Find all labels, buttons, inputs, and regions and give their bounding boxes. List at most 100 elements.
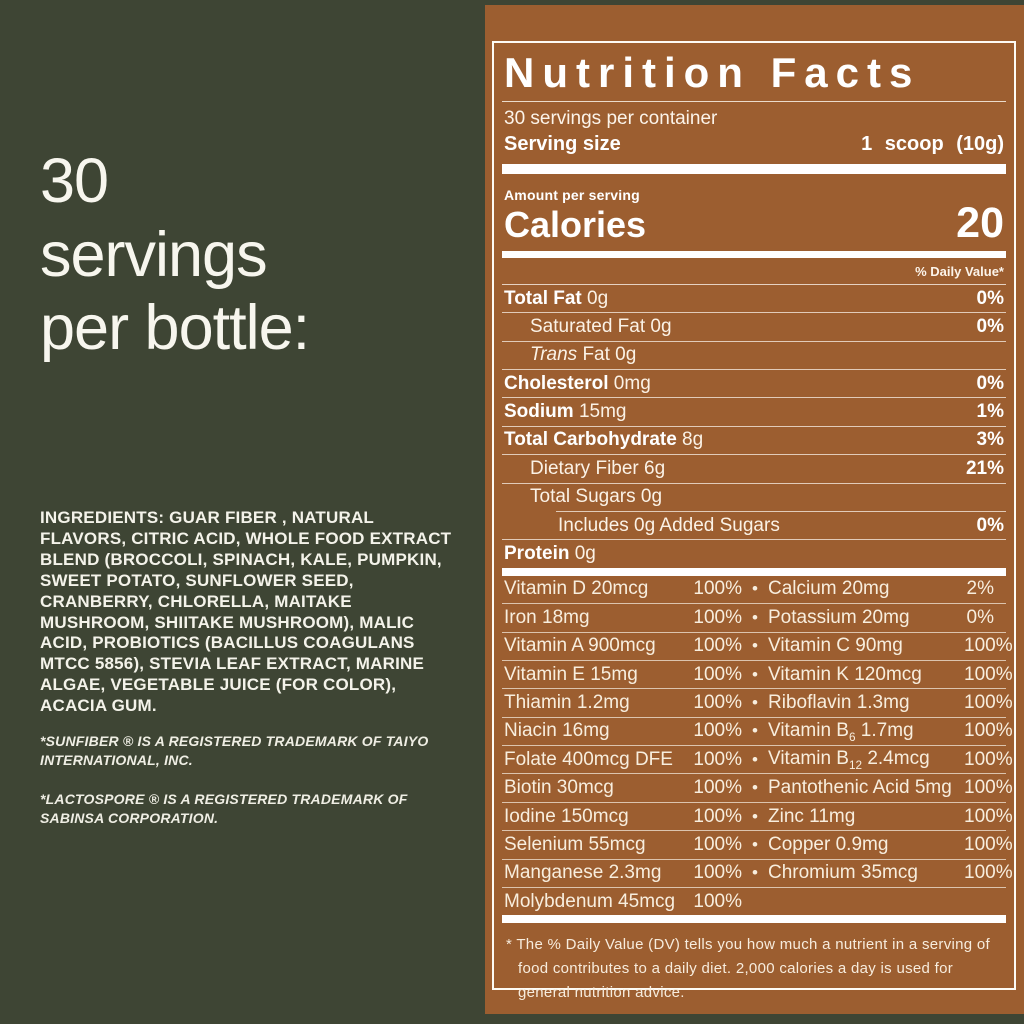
micronutrient-dv-left: 100% <box>693 805 742 827</box>
nutrient-daily-value: 0% <box>976 287 1004 309</box>
nutrient-daily-value: 0% <box>976 514 1004 536</box>
micronutrient-name-right: Copper 0.9mg <box>768 833 889 855</box>
micronutrient-dv-left: 100% <box>693 720 742 742</box>
nutrition-facts-label: Nutrition Facts 30 servings per containe… <box>492 41 1016 1001</box>
micronutrient-row: Selenium 55mcg 100% • Copper 0.9mg 100% <box>502 831 1013 860</box>
micronutrient-name-left: Niacin 16mg <box>504 720 610 742</box>
bullet-separator: • <box>752 834 758 854</box>
nutrient-rows-section: Total Fat 0g 0% Saturated Fat 0g 0% Trans Fa… <box>502 285 1006 568</box>
micronutrient-row: Thiamin 1.2mg 100% • Riboflavin 1.3mg 100% <box>502 689 1013 718</box>
micronutrient-dv-left: 100% <box>693 748 742 770</box>
divider-bar-medium <box>502 250 1006 258</box>
micronutrient-name-left: Iron 18mg <box>504 606 590 628</box>
calories-row: Calories 20 <box>502 202 1006 251</box>
daily-value-footnote: * The % Daily Value (DV) tells you how m… <box>506 936 990 1002</box>
divider-bar-thick <box>502 164 1006 174</box>
micronutrient-dv-right: 100% <box>964 663 1013 685</box>
micronutrient-dv-right: 100% <box>964 833 1013 855</box>
nutrient-row: Saturated Fat 0g 0% <box>502 313 1006 342</box>
micronutrient-dv-right: 100% <box>964 805 1013 827</box>
servings-per-bottle-heading: 30 servings per bottle: <box>40 145 310 366</box>
micronutrient-dv-left: 100% <box>693 578 742 600</box>
amount-per-serving-label: Amount per serving <box>504 187 640 203</box>
divider-bar-section <box>502 567 1006 576</box>
nutrient-row: Dietary Fiber 6g 21% <box>502 455 1006 484</box>
bullet-separator: • <box>752 579 758 599</box>
nutrient-row: Includes 0g Added Sugars 0% <box>502 512 1006 541</box>
nutrition-panel: Nutrition Facts 30 servings per containe… <box>485 5 1024 1014</box>
bullet-separator: • <box>752 636 758 656</box>
micronutrient-name-right: Riboflavin 1.3mg <box>768 692 910 713</box>
micronutrient-row: Iodine 150mcg 100% • Zinc 11mg 100% <box>502 803 1013 832</box>
bullet-separator: • <box>752 863 758 883</box>
heading-line: 30 <box>40 146 109 216</box>
bullet-separator: • <box>752 607 758 627</box>
micronutrient-dv-left: 100% <box>693 777 742 799</box>
nutrient-name: Trans Fat 0g <box>530 344 637 366</box>
micronutrient-row: Molybdenum 45mcg 100% <box>502 888 1006 915</box>
micronutrient-name-right: Zinc 11mg <box>768 805 856 827</box>
micronutrient-dv-right: 100% <box>964 862 1013 884</box>
micronutrient-dv-right: 100% <box>964 635 1013 657</box>
nutrient-daily-value: 1% <box>976 401 1004 423</box>
trademark-notes: *SUNFIBER ® IS A REGISTERED TRADEMARK OF… <box>40 732 445 847</box>
bullet-separator: • <box>752 664 758 684</box>
micronutrient-row: Iron 18mg 100% • Potassium 20mg 0% <box>502 604 1006 633</box>
micronutrient-row: Vitamin E 15mg 100% • Vitamin K 120mcg 100% <box>502 661 1013 690</box>
micronutrient-dv-left: 100% <box>693 692 742 713</box>
micronutrient-dv-right: 100% <box>964 692 1013 713</box>
nutrient-row: Trans Fat 0g <box>502 342 1006 371</box>
nutrient-row: Protein 0g <box>502 540 1006 567</box>
micronutrient-name-right: Vitamin C 90mg <box>768 635 903 657</box>
nutrient-name: Cholesterol 0mg <box>504 372 651 394</box>
nutrient-daily-value: 21% <box>965 457 1004 479</box>
bullet-separator: • <box>752 721 758 741</box>
nutrient-name: Total Carbohydrate 8g <box>504 429 704 451</box>
micronutrient-dv-right: 100% <box>964 720 1013 742</box>
micronutrient-name-left: Iodine 150mcg <box>504 805 629 827</box>
bullet-separator: • <box>752 749 758 769</box>
serving-size-row: Serving size 1 scoop (10g) <box>502 130 1006 164</box>
heading-line: servings <box>40 219 268 290</box>
ingredients-text: INGREDIENTS: GUAR FIBER , NATURAL FLAVOR… <box>40 508 452 716</box>
micronutrient-rows-section: Vitamin D 20mcg 100% • Calcium 20mg 2% Iron 1… <box>502 576 1013 916</box>
nutrient-row: Total Fat 0g 0% <box>502 285 1006 314</box>
micronutrient-dv-right: 0% <box>966 606 994 628</box>
nutrient-daily-value: 3% <box>976 429 1004 451</box>
micronutrient-name-right: Potassium 20mg <box>768 606 910 628</box>
nutrient-name: Protein 0g <box>504 543 596 565</box>
servings-per-container: 30 servings per container <box>504 108 718 129</box>
micronutrient-name-right: Pantothenic Acid 5mg <box>768 777 952 799</box>
micronutrient-name-left: Vitamin D 20mcg <box>504 578 649 600</box>
micronutrient-name-right: Vitamin K 120mcg <box>768 663 922 685</box>
left-info-panel: 30 servings per bottle: INGREDIENTS: GUAR … <box>0 0 485 1024</box>
micronutrient-row: Vitamin A 900mcg 100% • Vitamin C 90mg 100% <box>502 633 1013 661</box>
micronutrient-row: Niacin 16mg 100% • Vitamin B6 1.7mg 100% <box>502 718 1013 747</box>
heading-line: per bottle: <box>40 293 310 364</box>
nutrient-name: Sodium 15mg <box>504 401 627 423</box>
micronutrient-dv-right: 2% <box>966 578 994 600</box>
partial-divider <box>556 510 1006 512</box>
micronutrient-name-left: Vitamin E 15mg <box>504 663 638 685</box>
micronutrient-dv-left: 100% <box>693 635 742 657</box>
micronutrient-dv-right: 100% <box>964 748 1013 770</box>
micronutrient-row: Manganese 2.3mg 100% • Chromium 35mcg 100% <box>502 860 1013 889</box>
micronutrient-dv-left: 100% <box>693 606 742 628</box>
micronutrient-name-left: Molybdenum 45mcg <box>504 890 676 912</box>
daily-value-header: % Daily Value* <box>502 258 1006 285</box>
micronutrient-row: Vitamin D 20mcg 100% • Calcium 20mg 2% <box>502 576 1006 605</box>
nutrient-row: Sodium 15mg 1% <box>502 398 1006 427</box>
bullet-separator: • <box>752 778 758 798</box>
nutrient-name: Dietary Fiber 6g <box>530 457 666 479</box>
micronutrient-name-left: Vitamin A 900mcg <box>504 635 656 657</box>
serving-size-value: 1 scoop (10g) <box>861 133 1004 155</box>
nutrient-daily-value: 0% <box>976 372 1004 394</box>
nutrient-row: Total Sugars 0g <box>502 484 1006 511</box>
micronutrient-name-left: Selenium 55mcg <box>504 833 646 855</box>
micronutrient-dv-left: 100% <box>693 833 742 855</box>
trademark-note: *SUNFIBER ® IS A REGISTERED TRADEMARK OF… <box>40 733 429 769</box>
micronutrient-name-right: Vitamin B12 2.4mcg <box>768 747 930 772</box>
trademark-note: *LACTOSPORE ® IS A REGISTERED TRADEMARK … <box>40 790 408 826</box>
divider-bar-footer <box>502 915 1006 924</box>
